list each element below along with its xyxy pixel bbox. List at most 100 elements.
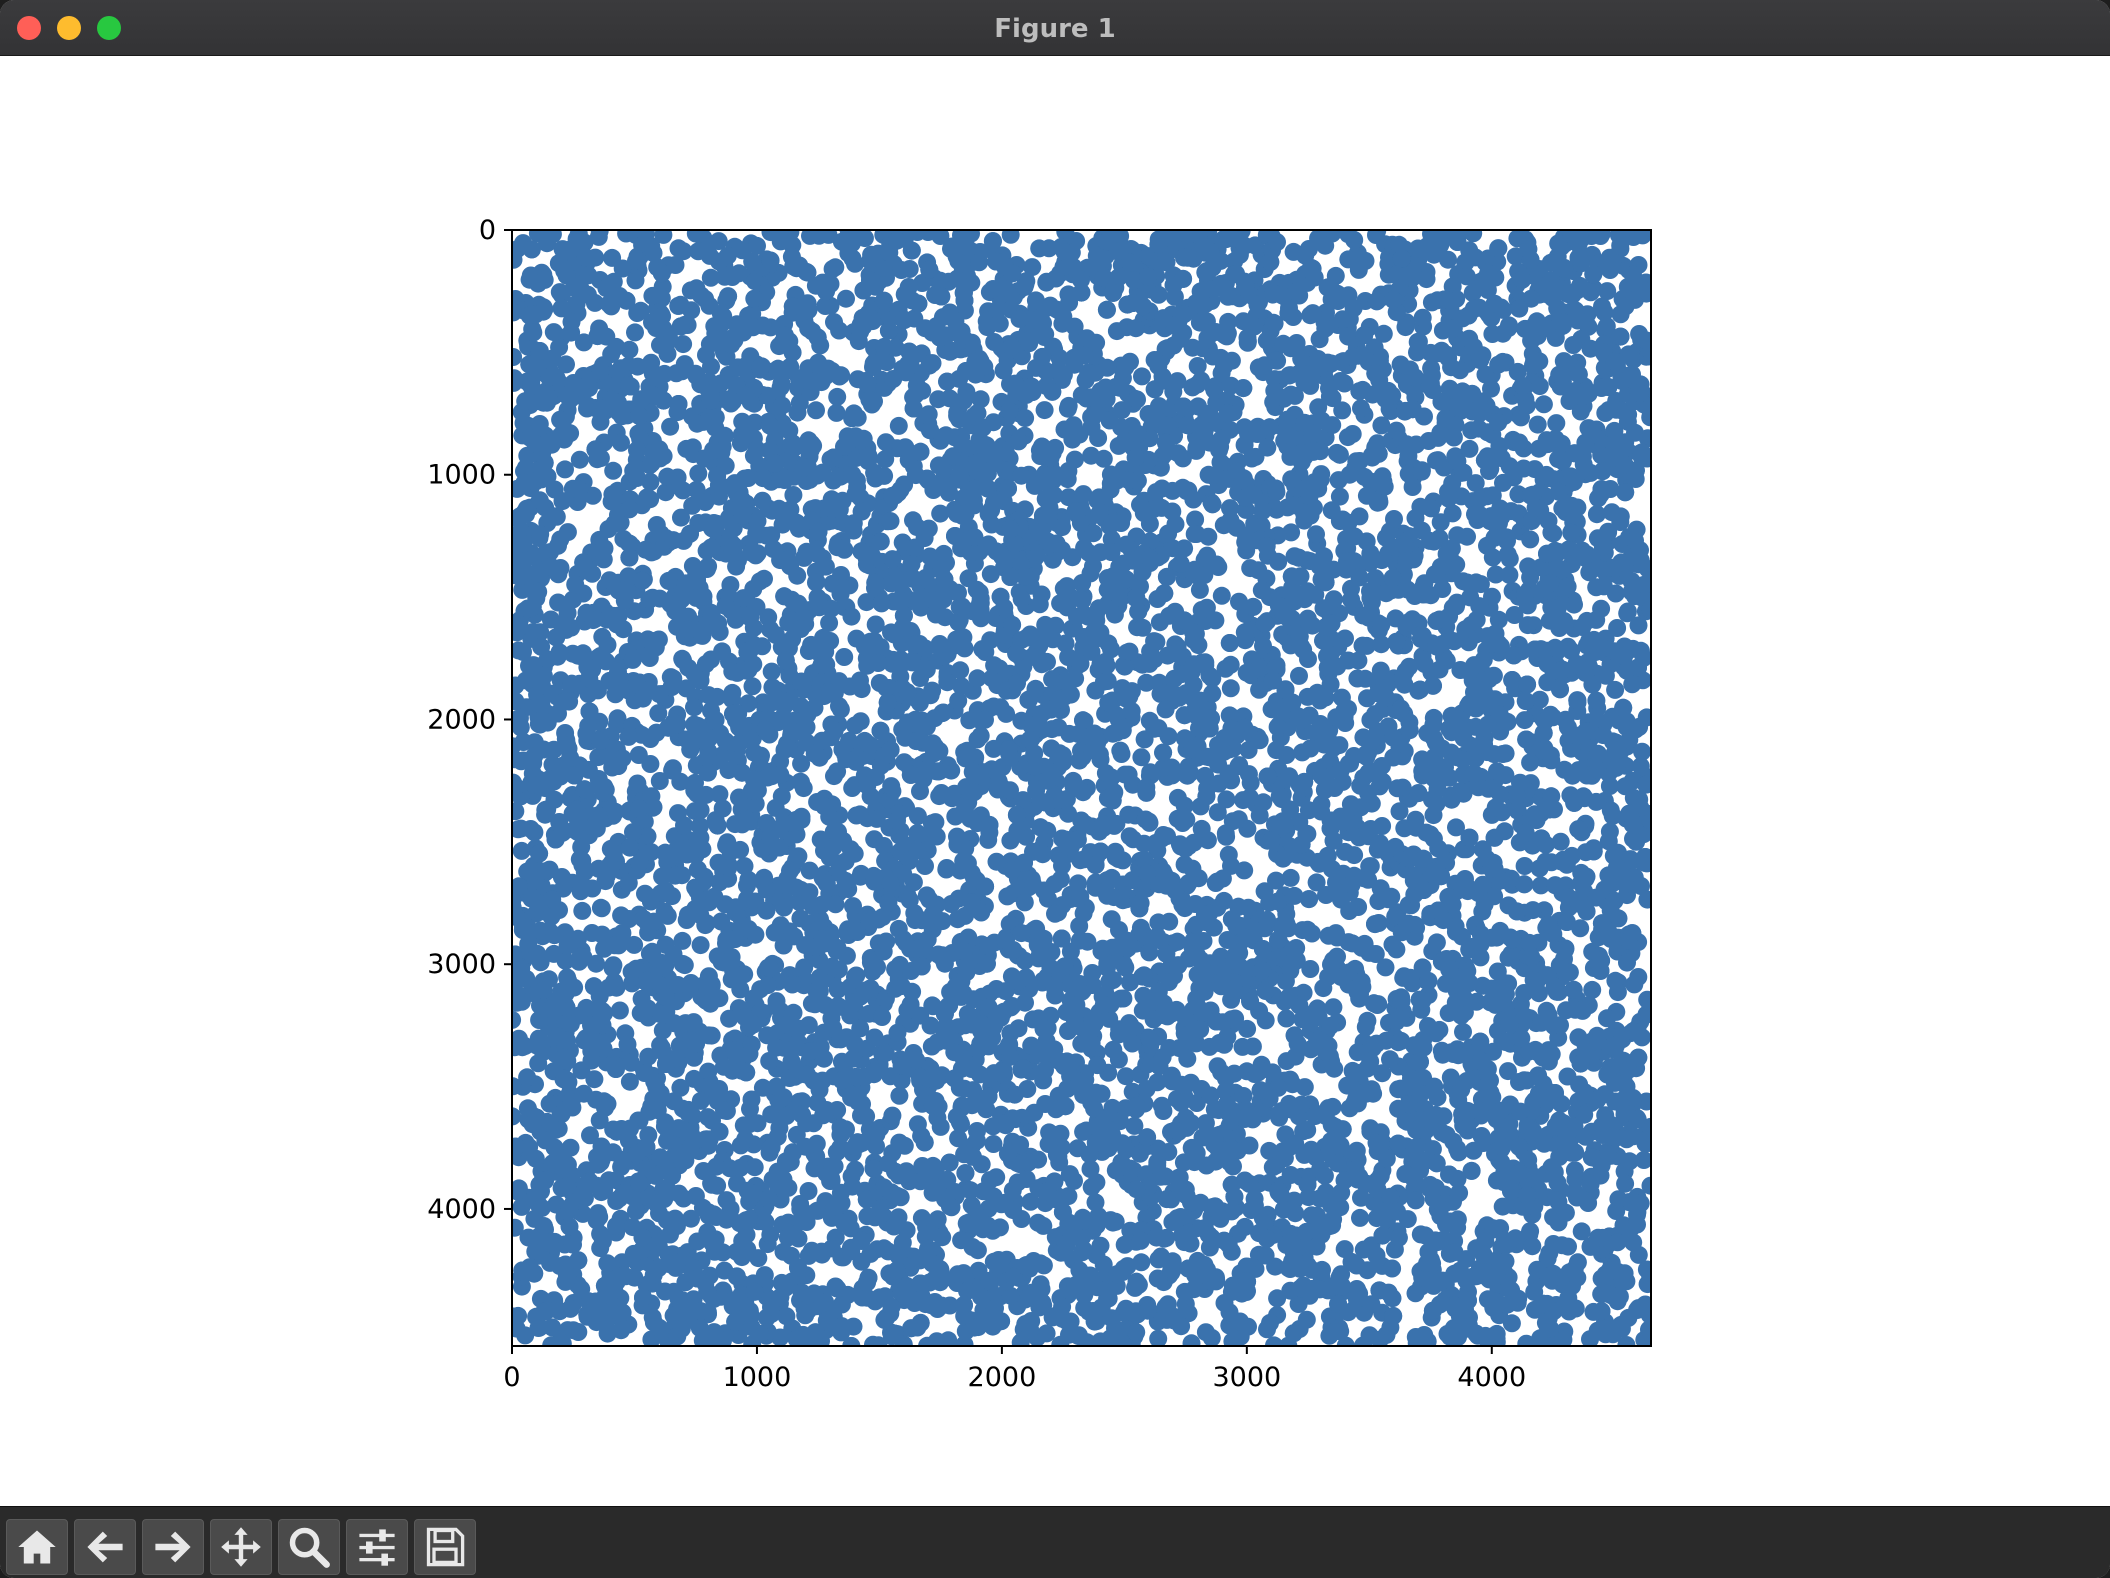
scatter-point [1115, 1235, 1134, 1254]
scatter-points [512, 230, 1651, 1346]
scatter-point [1351, 1208, 1369, 1227]
scatter-point [1202, 1328, 1221, 1346]
scatter-point [1206, 874, 1225, 892]
scatter-point [1261, 1313, 1279, 1332]
scatter-point [1587, 691, 1606, 710]
scatter-point [807, 401, 825, 420]
scatter-point [1564, 336, 1583, 354]
scatter-point [1123, 1082, 1142, 1101]
scatter-point [573, 901, 592, 920]
scatter-point [1324, 998, 1343, 1017]
scatter-point [742, 1090, 761, 1109]
scatter-point [1301, 960, 1320, 978]
scatter-point [1001, 831, 1020, 850]
scatter-point [1250, 806, 1269, 825]
scatter-point [1330, 487, 1349, 506]
scatter-point [585, 1070, 604, 1089]
scatter-point [976, 710, 994, 729]
scatter-point [1188, 357, 1207, 375]
scatter-point [923, 354, 942, 373]
maximize-window-button[interactable] [97, 16, 121, 40]
scatter-point [553, 1334, 572, 1346]
scatter-point [1345, 846, 1364, 865]
scatter-point [1114, 955, 1133, 974]
scatter-point [886, 960, 905, 979]
window-title: Figure 1 [994, 14, 1116, 44]
scatter-point [1629, 616, 1648, 635]
scatter-point [1444, 1132, 1463, 1151]
scatter-point [1290, 666, 1308, 685]
scatter-point [638, 827, 657, 846]
scatter-point [1065, 450, 1084, 469]
scatter-point [1235, 623, 1254, 642]
scatter-point [1406, 1284, 1425, 1303]
scatter-point [1534, 395, 1553, 414]
scatter-point [701, 268, 720, 287]
scatter-point [1107, 322, 1126, 341]
scatter-point [1150, 613, 1169, 632]
scatter-point [1618, 953, 1636, 972]
scatter-point [828, 1279, 847, 1298]
scatter-point [1221, 655, 1240, 674]
scatter-point [1147, 483, 1166, 502]
scatter-point [1579, 1194, 1598, 1212]
scatter-point [1212, 586, 1231, 605]
scatter-point [556, 460, 574, 479]
scatter-point [1524, 356, 1542, 375]
scatter-point [593, 627, 612, 646]
scatter-point [667, 1217, 686, 1236]
scatter-point [1269, 552, 1288, 571]
scatter-point [1366, 569, 1385, 588]
scatter-point [1466, 474, 1485, 493]
scatter-point [1182, 1334, 1201, 1346]
scatter-point [570, 450, 589, 469]
figure-canvas[interactable]: 0 1000 2000 3000 4000 0 1000 2000 3000 4000 [0, 56, 2110, 1506]
scatter-point [949, 1129, 968, 1148]
scatter-point [826, 258, 845, 277]
scatter-point [1470, 597, 1489, 616]
scatter-point [788, 403, 807, 422]
scatter-point [1149, 719, 1168, 738]
scatter-point [911, 669, 930, 687]
scatter-point [569, 1323, 588, 1341]
scatter-point [512, 692, 525, 711]
scatter-point [1082, 446, 1101, 465]
scatter-point [1082, 1034, 1101, 1053]
scatter-point [1163, 502, 1182, 521]
scatter-point [512, 841, 531, 860]
scatter-point [1023, 258, 1042, 277]
close-window-button[interactable] [17, 16, 41, 40]
scatter-point [1186, 510, 1205, 529]
scatter-point [1345, 231, 1364, 249]
minimize-window-button[interactable] [57, 16, 81, 40]
scatter-point [625, 935, 644, 954]
scatter-point [626, 323, 644, 342]
scatter-point [1106, 1212, 1125, 1231]
scatter-point [1515, 711, 1534, 730]
scatter-point [743, 677, 762, 696]
scatter-point [1528, 415, 1547, 434]
scatter-point [1565, 595, 1583, 614]
title-bar: Figure 1 [0, 0, 2110, 56]
scatter-point [1043, 630, 1062, 649]
scatter-point [1158, 1295, 1177, 1314]
scatter-point [1277, 1009, 1296, 1028]
scatter-point [650, 772, 669, 790]
scatter-point [1215, 1035, 1234, 1054]
scatter-point [702, 701, 720, 720]
scatter-point [1160, 912, 1179, 931]
scatter-point [1583, 980, 1602, 999]
scatter-point [673, 931, 692, 950]
scatter-point [1324, 590, 1343, 609]
scatter-point [1307, 873, 1326, 892]
scatter-point [1517, 1334, 1536, 1346]
scatter-point [1135, 730, 1154, 749]
scatter-point [581, 1126, 599, 1145]
scatter-point [1592, 230, 1611, 243]
scatter-point [688, 414, 707, 433]
scatter-point [987, 852, 1006, 871]
scatter-point [916, 857, 934, 875]
scatter-point [512, 802, 525, 821]
